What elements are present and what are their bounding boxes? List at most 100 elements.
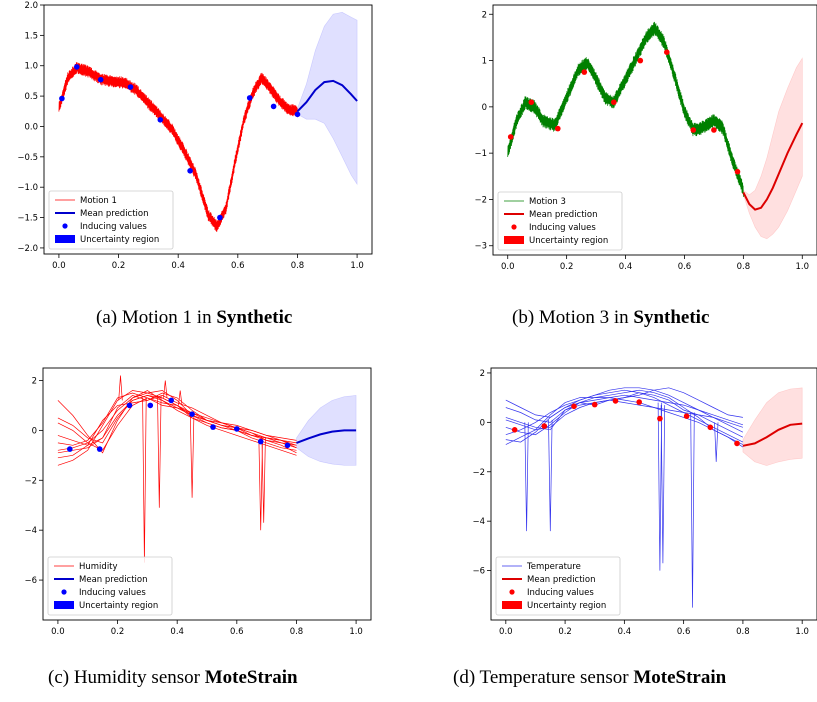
inducing-point <box>664 49 670 55</box>
sensor-trace-line <box>57 392 297 449</box>
inducing-point <box>657 415 663 422</box>
legend-patch-swatch <box>502 601 522 609</box>
inducing-point <box>74 64 80 70</box>
x-tick-label: 0.2 <box>560 262 574 272</box>
x-tick-label: 0.4 <box>619 262 633 272</box>
inducing-point <box>270 103 277 110</box>
sensor-spike-line <box>660 405 666 564</box>
uncertainty-band <box>297 11 358 186</box>
sensor-trace-line <box>505 389 744 443</box>
legend-label: Uncertainty region <box>529 236 608 246</box>
mean-prediction-line <box>742 122 804 211</box>
x-tick-label: 0.0 <box>51 627 65 637</box>
sensor-trace-line <box>505 392 744 443</box>
inducing-point <box>189 411 195 418</box>
y-tick-label: 1.5 <box>24 31 38 41</box>
y-tick-label: −4 <box>24 526 37 536</box>
y-tick-label: −6 <box>24 576 37 586</box>
inducing-point <box>683 413 690 420</box>
inducing-point <box>734 168 741 175</box>
y-tick-label: −1 <box>474 149 487 159</box>
inducing-point <box>187 168 193 174</box>
inducing-point <box>611 99 617 105</box>
sensor-trace-line <box>57 395 297 454</box>
caption-c-bold: MoteStrain <box>204 667 298 688</box>
x-tick-label: 0.8 <box>736 627 750 637</box>
inducing-point <box>246 95 253 101</box>
legend-label: Humidity <box>79 562 118 572</box>
plot-area-d <box>505 387 803 608</box>
x-tick-label: 0.8 <box>290 627 304 637</box>
inducing-point <box>541 423 548 429</box>
sensor-spike-line <box>261 437 266 523</box>
legend-patch-swatch <box>504 236 524 244</box>
y-tick-label: 0 <box>482 103 487 113</box>
mean-prediction-line <box>296 429 357 444</box>
inducing-point <box>147 402 154 409</box>
inducing-point <box>636 399 642 405</box>
sensor-trace-line <box>57 390 297 451</box>
x-tick-label: 0.0 <box>499 627 513 637</box>
plot-area-a <box>58 11 358 232</box>
y-tick-label: −4 <box>472 517 485 527</box>
caption-c-prefix: (c) Humidity sensor <box>48 667 200 688</box>
y-tick-label: −1.0 <box>17 183 38 193</box>
legend-label: Uncertainty region <box>79 601 158 611</box>
chart-panel-c: 0.0 0.2 0.4 0.6 0.8 1.0 2 0 −2 −4 −6 Humidity Mean p… <box>24 367 372 637</box>
inducing-point <box>711 127 717 133</box>
sensor-spike-line <box>714 422 719 462</box>
axes-frame <box>42 367 372 621</box>
inducing-point <box>581 69 588 75</box>
legend-box <box>47 556 173 616</box>
inducing-point <box>528 99 535 105</box>
x-tick-label: 0.6 <box>678 262 692 272</box>
x-tick-label: 0.4 <box>618 627 632 637</box>
inducing-point <box>707 424 714 431</box>
sensor-spike-line <box>524 422 529 532</box>
inducing-point <box>690 127 697 133</box>
sensor-trace-line <box>57 390 297 466</box>
x-tick-label: 1.0 <box>349 627 363 637</box>
caption-a: (a) Motion 1 in Synthetic <box>96 307 292 329</box>
sensor-spike-line <box>142 397 147 563</box>
legend-marker-swatch <box>61 589 67 595</box>
caption-d: (d) Temperature sensor MoteStrain <box>453 667 817 689</box>
legend-patch-swatch <box>54 601 74 609</box>
legend-label: Motion 3 <box>529 197 566 207</box>
y-tick-label: −0.5 <box>17 153 38 163</box>
y-tick-label: 2 <box>480 369 485 379</box>
inducing-point <box>96 446 103 452</box>
x-tick-label: 0.4 <box>171 261 185 271</box>
caption-a-bold: Synthetic <box>216 307 293 328</box>
sensor-spike-line <box>118 375 123 401</box>
observed-series-line <box>507 21 744 197</box>
axes-frame <box>490 367 817 621</box>
legend-label: Temperature <box>526 562 581 572</box>
y-tick-label: −3 <box>474 242 487 252</box>
x-tick-label: 0.0 <box>52 261 66 271</box>
inducing-point <box>234 426 240 432</box>
x-tick-label: 0.8 <box>737 262 751 272</box>
legend-label: Mean prediction <box>80 209 149 219</box>
uncertainty-band <box>743 57 803 240</box>
y-tick-label: −2 <box>24 476 37 486</box>
x-tick-label: 0.2 <box>111 627 125 637</box>
x-tick-label: 1.0 <box>795 627 809 637</box>
legend-patch-swatch <box>55 235 75 243</box>
sensor-trace-line <box>505 387 744 433</box>
inducing-point <box>571 403 577 410</box>
legend-box <box>495 556 621 616</box>
y-tick-label: 0 <box>32 426 37 436</box>
inducing-point <box>591 401 598 408</box>
sensor-trace-line <box>505 389 744 445</box>
sensor-spike-line <box>548 419 553 532</box>
y-tick-label: −2.0 <box>17 244 38 254</box>
sensor-spike-line <box>178 390 183 406</box>
legend-label: Inducing values <box>80 222 147 232</box>
legend-b: Motion 3 Mean prediction Inducing values Un… <box>497 191 623 251</box>
legend-label: Inducing values <box>527 588 594 598</box>
sensor-spike-line <box>690 412 695 608</box>
sensor-trace-line <box>505 394 744 431</box>
inducing-point <box>127 84 134 90</box>
